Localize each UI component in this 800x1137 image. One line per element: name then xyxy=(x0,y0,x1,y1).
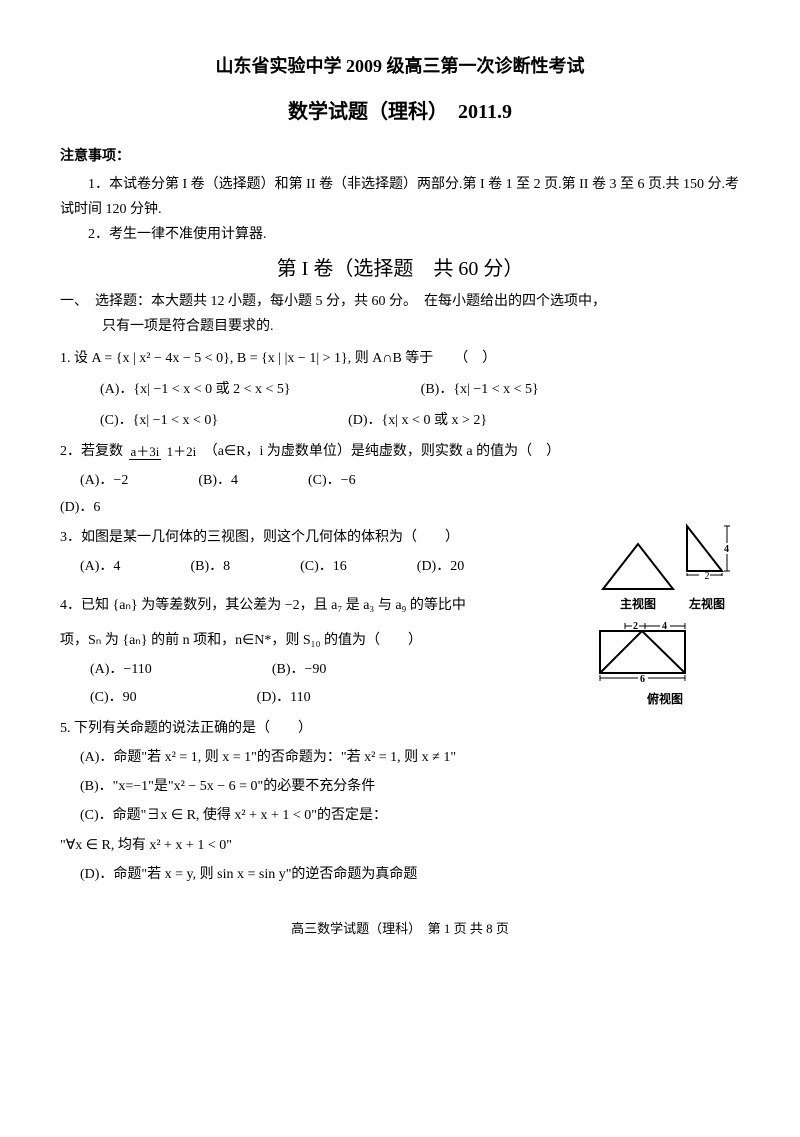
question-5-stem: 5. 下列有关命题的说法正确的是（ ） xyxy=(60,716,740,741)
q2-opt-b: (B)．4 xyxy=(198,468,238,493)
top-view-block: 2 4 6 俯视图 xyxy=(590,619,740,711)
section-1-desc-b: 只有一项是符合题目要求的. xyxy=(60,314,740,339)
q5-opt-b: (B)．"x=−1"是"x² − 5x − 6 = 0"的必要不充分条件 xyxy=(80,774,740,799)
side-dim-2: 2 xyxy=(682,568,732,586)
q2-stem-a: 2．若复数 xyxy=(60,444,127,459)
notice-line-1: 1．本试卷分第 I 卷（选择题）和第 II 卷（非选择题）两部分.第 I 卷 1… xyxy=(60,172,740,222)
q2-frac-num: a＋3i xyxy=(129,444,162,460)
front-view-label: 主视图 xyxy=(598,594,678,616)
main-title: 山东省实验中学 2009 级高三第一次诊断性考试 xyxy=(60,50,740,82)
q5-opt-c2: "∀x ∈ R, 均有 x² + x + 1 < 0" xyxy=(60,833,740,858)
side-dim-4: 4 xyxy=(724,544,729,555)
three-view-figures: 主视图 4 2 左视图 xyxy=(590,521,740,711)
notice-line-2: 2．考生一律不准使用计算器. xyxy=(60,222,740,247)
q2-fraction: a＋3i 1＋2i xyxy=(129,445,199,459)
question-2-stem: 2．若复数 a＋3i 1＋2i （a∈R，i 为虚数单位）是纯虚数，则实数 a … xyxy=(60,439,740,464)
q1-opt-d: (D)．{x| x < 0 或 x > 2} xyxy=(348,408,487,433)
q2-opt-c: (C)．−6 xyxy=(308,468,356,493)
q1-opt-a: (A)．{x| −1 < x < 0 或 2 < x < 5} xyxy=(100,377,291,402)
q4-opt-a: (A)．−110 xyxy=(90,657,152,682)
q5-opt-a: (A)．命题"若 x² = 1, 则 x = 1"的否命题为："若 x² = 1… xyxy=(80,745,740,770)
section-1-desc-a: 一、 选择题：本大题共 12 小题，每小题 5 分，共 60 分。 在每小题给出… xyxy=(60,289,740,314)
front-view-block: 主视图 xyxy=(598,539,678,616)
q4-opt-c: (C)．90 xyxy=(90,685,137,710)
q5-opt-d: (D)．命题"若 x = y, 则 sin x = sin y"的逆否命题为真命… xyxy=(80,862,740,887)
q4-opt-b: (B)．−90 xyxy=(272,657,327,682)
q3-opt-b: (B)．8 xyxy=(190,554,230,579)
top-dim-6: 6 xyxy=(640,674,645,685)
top-view-svg: 2 4 6 xyxy=(590,619,700,689)
q4-opt-d: (D)．110 xyxy=(257,685,311,710)
q5-opt-c: (C)．命题"∃x ∈ R, 使得 x² + x + 1 < 0"的否定是： xyxy=(80,803,740,828)
q3-opt-c: (C)．16 xyxy=(300,554,347,579)
q2-opt-a: (A)．−2 xyxy=(80,468,128,493)
q3-opt-a: (A)．4 xyxy=(80,554,120,579)
q3-opt-d: (D)．20 xyxy=(417,554,464,579)
sub-title: 数学试题（理科） 2011.9 xyxy=(60,94,740,130)
q2-frac-den: 1＋2i xyxy=(165,444,199,459)
side-view-label: 左视图 xyxy=(682,594,732,616)
q1-opt-c: (C)．{x| −1 < x < 0} xyxy=(100,408,218,433)
front-view-svg xyxy=(598,539,678,594)
question-1-stem: 1. 设 A = {x | x² − 4x − 5 < 0}, B = {x |… xyxy=(60,346,740,371)
notice-heading: 注意事项： xyxy=(60,144,740,169)
section-1-title: 第 I 卷（选择题 共 60 分） xyxy=(60,251,740,287)
page-footer: 高三数学试题（理科） 第 1 页 共 8 页 xyxy=(60,917,740,940)
top-view-label: 俯视图 xyxy=(590,689,740,711)
q2-opt-d: (D)．6 xyxy=(60,495,740,520)
side-view-block: 4 2 左视图 xyxy=(682,521,732,616)
q1-opt-b: (B)．{x| −1 < x < 5} xyxy=(421,377,539,402)
q2-stem-b: （a∈R，i 为虚数单位）是纯虚数，则实数 a 的值为（ ） xyxy=(204,444,560,459)
